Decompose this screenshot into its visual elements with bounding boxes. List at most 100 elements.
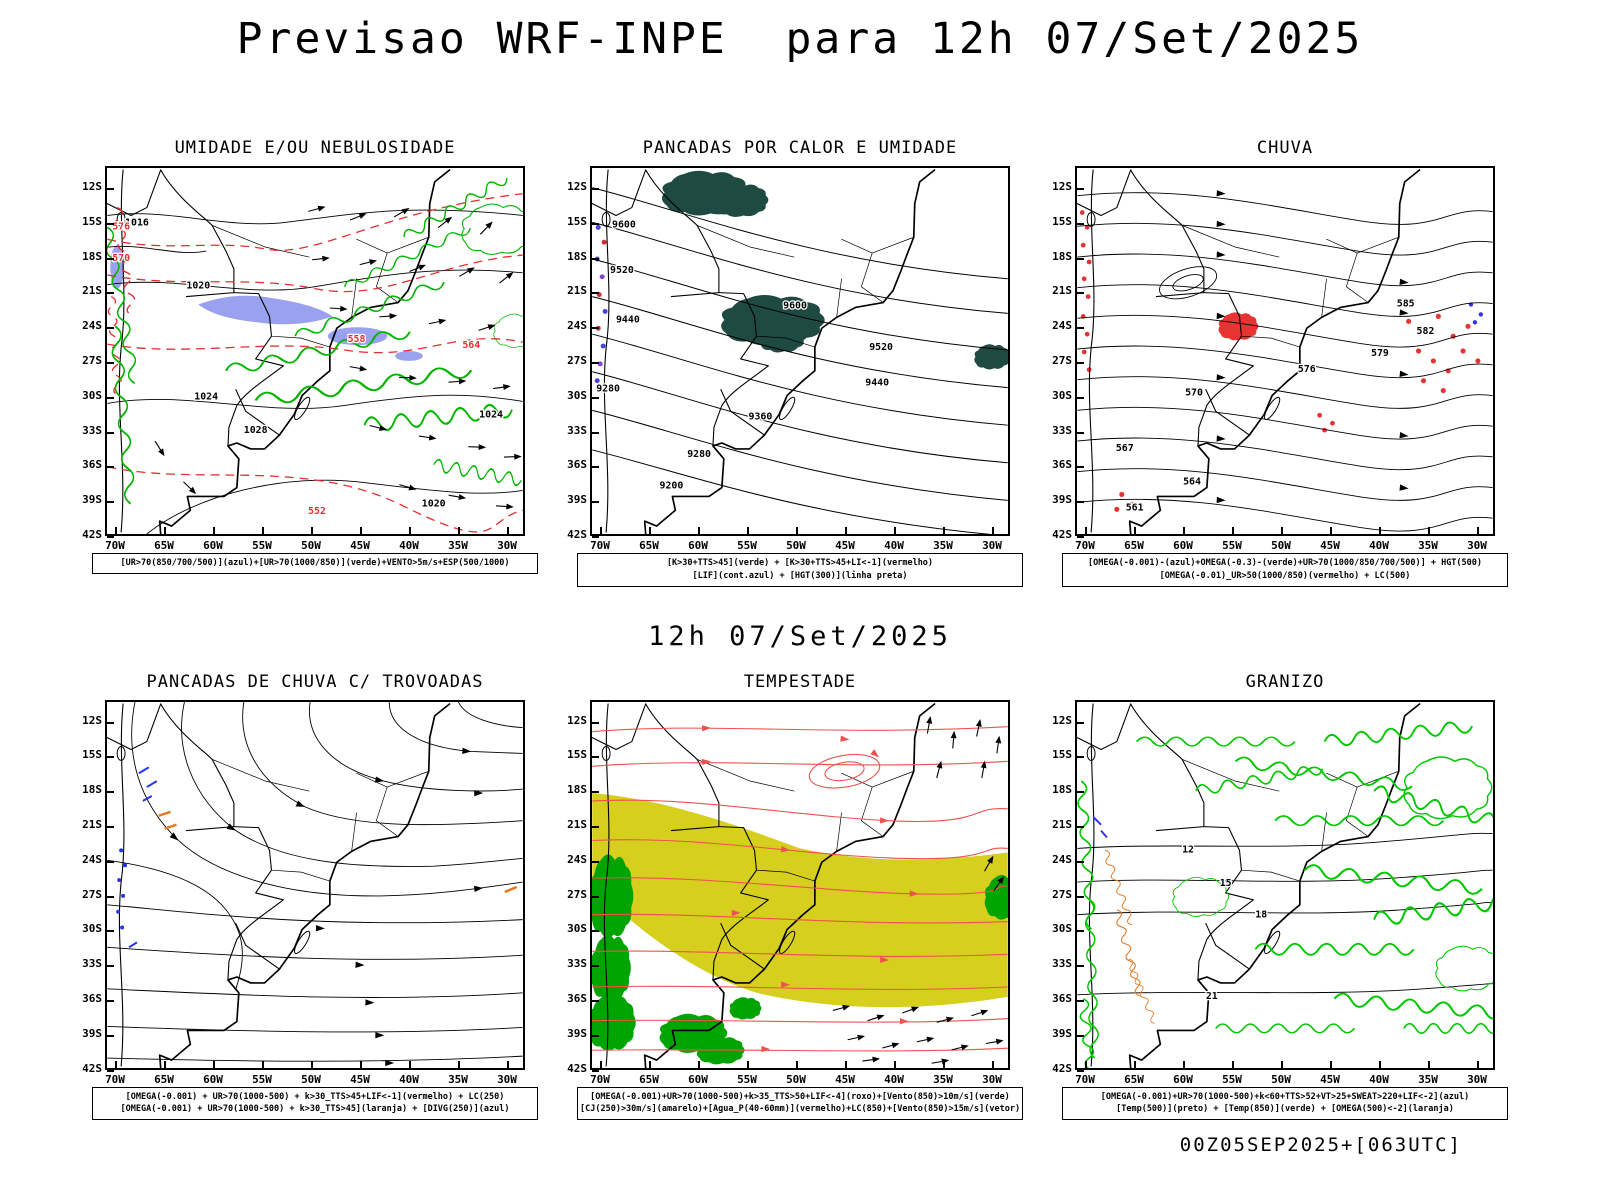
lon-tick-label: 70W	[590, 1072, 610, 1086]
lon-tick-label: 70W	[105, 1072, 125, 1086]
lat-tick	[107, 756, 114, 759]
lat-tick-label: 36S	[567, 458, 587, 472]
svg-text:9520: 9520	[869, 342, 893, 353]
lon-tick-label: 40W	[1369, 539, 1389, 552]
lon-tick	[115, 1060, 117, 1068]
lon-tick-label: 40W	[884, 1072, 904, 1086]
lon-tick	[213, 527, 215, 534]
lat-tick-label: 42S	[567, 528, 587, 541]
svg-text:570: 570	[1185, 388, 1203, 399]
lat-tick	[592, 466, 599, 469]
svg-text:9440: 9440	[865, 378, 889, 389]
temp500-contours	[1077, 832, 1493, 995]
lat-tick-label: 27S	[567, 354, 587, 367]
map-frame-chuva: 585 582 579 576 570 567 564 561 12S 15S 18…	[1052, 166, 1495, 552]
lat-tick-label: 36S	[567, 991, 587, 1005]
panel-title-tempestade: TEMPESTADE	[743, 671, 857, 692]
lat-tick	[107, 396, 114, 399]
lon-tick-label: 40W	[884, 539, 904, 552]
lon-tick-label: 40W	[399, 1072, 419, 1086]
lon-tick	[1232, 527, 1234, 534]
lat-tick	[592, 756, 599, 759]
panel-umidade: UMIDADE E/OU NEBULOSIDADE	[82, 138, 538, 587]
lon-tick	[796, 1060, 798, 1068]
page-title: Previsao WRF-INPE para 12h 07/Set/2025	[236, 14, 1364, 64]
thickness-contours	[107, 193, 523, 533]
svg-text:564: 564	[462, 340, 480, 351]
lat-tick	[1077, 756, 1084, 759]
lon-tick-label: 30W	[497, 539, 517, 552]
svg-text:9280: 9280	[687, 449, 711, 460]
lat-tick-label: 21S	[1052, 284, 1072, 298]
lat-tick-label: 33S	[82, 957, 102, 971]
lat-tick	[107, 791, 114, 794]
lon-tick-label: 60W	[688, 1072, 708, 1086]
lon-tick	[1477, 527, 1479, 534]
lat-tick-label: 39S	[1052, 493, 1072, 507]
lon-tick	[164, 1060, 166, 1068]
lat-tick-label: 36S	[1052, 991, 1072, 1005]
lon-tick-label: 45W	[835, 539, 855, 552]
lat-tick-label: 30S	[567, 388, 587, 402]
svg-text:558: 558	[348, 334, 366, 345]
lat-tick	[1077, 362, 1084, 364]
footer-run-info: 00Z05SEP2025+[063UTC]	[1179, 1134, 1462, 1156]
divergence-blue-marks	[116, 765, 158, 948]
omega-orange-contours	[1101, 848, 1158, 1025]
lon-tick-label: 30W	[982, 1072, 1002, 1086]
lon-tick-label: 60W	[688, 539, 708, 552]
caption-trovoadas: [OMEGA(-0.001) + UR>70(1000-500) + k>30_…	[92, 1086, 538, 1120]
lat-tick-label: 30S	[1052, 388, 1072, 402]
svg-text:9600: 9600	[783, 300, 807, 311]
lon-tick	[1134, 1060, 1136, 1068]
lat-tick	[1077, 791, 1084, 794]
lat-tick-label: 33S	[1052, 957, 1072, 971]
svg-text:576: 576	[1298, 364, 1316, 375]
lon-tick	[507, 1060, 509, 1068]
lon-tick-label: 70W	[1075, 1072, 1095, 1086]
lon-tick	[115, 527, 117, 534]
map-umidade: 1016 1020 1020 1024 1024 1028 576 570 56…	[107, 169, 523, 534]
lat-tick-label: 21S	[82, 284, 102, 298]
lat-tick-label: 24S	[567, 319, 587, 333]
lat-tick-label: 30S	[567, 922, 587, 936]
lat-tick-label: 21S	[567, 817, 587, 831]
storm-streamlines	[592, 725, 1008, 1051]
lat-tick	[592, 362, 599, 364]
panel-title-pancadas-calor: PANCADAS POR CALOR E UMIDADE	[642, 138, 958, 158]
orange-marks	[158, 810, 518, 893]
caption-line: [UR>70(850/700/500)](azul)+[UR>70(1000/8…	[120, 558, 510, 568]
lon-tick	[845, 527, 847, 534]
caption-tempestade: [OMEGA(-0.001)+UR>70(1000-500)+k>35_TTS>…	[577, 1086, 1023, 1120]
lon-tick	[600, 1060, 602, 1068]
lon-tick-label: 70W	[1075, 539, 1095, 552]
lon-tick-label: 65W	[154, 1072, 174, 1086]
lat-tick	[1077, 327, 1084, 330]
lat-tick	[107, 501, 114, 504]
map-chuva: 585 582 579 576 570 567 564 561	[1077, 169, 1493, 534]
lon-tick	[894, 1060, 896, 1068]
panel-pancadas-calor: PANCADAS POR CALOR E UMIDADE	[567, 138, 1023, 587]
lon-tick	[796, 527, 798, 534]
lat-tick	[107, 825, 114, 828]
lat-tick	[1077, 1034, 1084, 1037]
lat-tick-label: 24S	[82, 319, 102, 333]
lat-tick-label: 15S	[1052, 748, 1072, 762]
lon-tick-label: 30W	[1467, 539, 1487, 552]
forecast-row-2: PANCADAS DE CHUVA C/ TROVOADAS	[0, 671, 1600, 1120]
lat-tick-label: 15S	[82, 748, 102, 762]
lon-tick-label: 55W	[737, 539, 757, 552]
lon-tick	[360, 527, 362, 534]
lon-tick	[698, 1060, 700, 1068]
lon-tick-label: 50W	[786, 1072, 806, 1086]
lon-tick-label: 45W	[350, 1072, 370, 1086]
lon-tick-label: 35W	[448, 539, 468, 552]
lon-tick-label: 65W	[639, 1072, 659, 1086]
svg-text:21: 21	[1206, 990, 1218, 1001]
lat-tick	[107, 895, 114, 898]
lon-tick	[262, 1060, 264, 1068]
pressure-contours	[107, 209, 523, 534]
humidity-green-contours	[107, 173, 523, 506]
lat-tick	[107, 721, 114, 724]
caption-line: [OMEGA(-0.001)-(azul)+OMEGA(-0.3)-(verde…	[1087, 558, 1483, 568]
